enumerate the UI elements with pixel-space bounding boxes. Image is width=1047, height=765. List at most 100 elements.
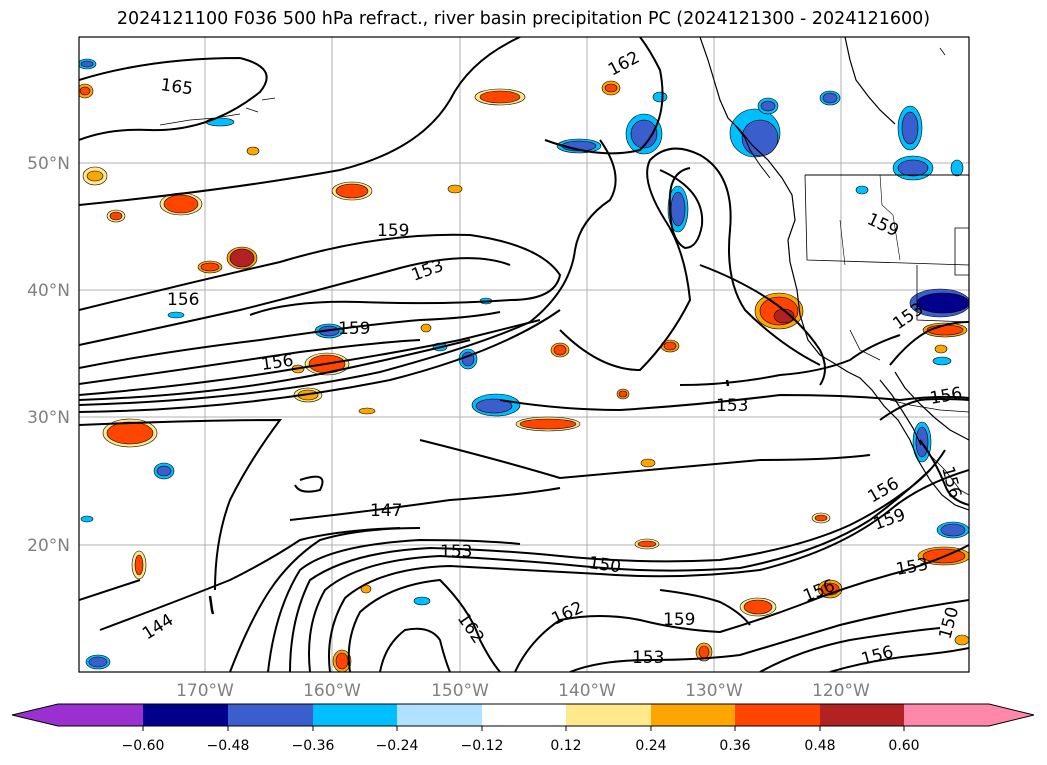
colorbar: −0.60 −0.48 −0.36 −0.24 −0.12 0.12 0.24 …	[11, 703, 1035, 754]
negative-anomaly-blob	[413, 596, 431, 606]
colorbar-segment	[143, 704, 228, 726]
colorbar-tick-label: 0.12	[550, 738, 581, 754]
negative-anomaly-blob	[79, 58, 97, 70]
positive-anomaly-blob	[159, 192, 203, 216]
negative-anomaly-blob	[897, 105, 923, 151]
positive-anomaly-blob	[246, 146, 260, 156]
colorbar-segment	[482, 704, 566, 726]
contour-label: 153	[440, 542, 472, 562]
lat-label: 50°N	[27, 154, 70, 174]
positive-anomaly-blob	[106, 209, 126, 223]
refractivity-contours	[79, 37, 969, 672]
positive-anomaly-blob	[754, 292, 804, 330]
negative-anomaly-blob	[932, 356, 952, 366]
positive-anomaly-blob	[447, 184, 463, 194]
negative-anomaly-blob	[652, 91, 668, 103]
colorbar-segment	[397, 704, 482, 726]
map-frame	[78, 36, 970, 673]
negative-anomaly-blob	[85, 654, 111, 670]
colorbar-tick-label: 0.36	[719, 738, 750, 754]
positive-anomaly-blob	[82, 166, 108, 186]
positive-anomaly-blob	[358, 407, 376, 415]
contour-label: 153	[632, 648, 664, 668]
negative-anomaly-blob	[625, 113, 663, 155]
lon-label: 160°W	[303, 681, 361, 701]
lat-label: 20°N	[27, 536, 70, 556]
colorbar-tick-label: 0.24	[635, 738, 666, 754]
negative-anomaly-blob	[80, 515, 94, 523]
positive-anomaly-blob	[226, 246, 258, 270]
lon-label: 130°W	[685, 681, 743, 701]
positive-anomaly-blob	[616, 388, 630, 400]
colorbar-tick-label: −0.60	[122, 738, 165, 754]
map-title: 2024121100 F036 500 hPa refract., river …	[116, 9, 931, 29]
colorbar-high-extension	[989, 704, 1034, 726]
contour-label: 159	[663, 610, 695, 630]
contour-label: 150	[587, 553, 622, 577]
positive-anomaly-blob	[420, 323, 432, 333]
negative-anomaly-blob	[892, 155, 934, 181]
colorbar-segment	[566, 704, 651, 726]
colorbar-low-extension	[12, 704, 58, 726]
colorbar-segment	[651, 704, 735, 726]
lon-label: 150°W	[431, 681, 489, 701]
colorbar-tick-label: −0.24	[376, 738, 419, 754]
negative-anomaly-blob	[819, 90, 841, 106]
contour-label: 156	[260, 351, 295, 375]
positive-anomaly-blob	[739, 597, 777, 617]
coastlines	[159, 37, 969, 615]
lat-label: 40°N	[27, 281, 70, 301]
positive-anomaly-blob	[817, 579, 843, 599]
positive-anomaly-blob	[131, 550, 147, 580]
positive-anomaly-blob	[332, 649, 352, 672]
negative-anomaly-blob	[936, 521, 969, 539]
map-background	[79, 37, 969, 672]
colorbar-segment	[820, 704, 904, 726]
negative-anomaly-blob	[167, 311, 185, 319]
contour-label: 159	[338, 319, 370, 339]
positive-anomaly-blob	[640, 458, 656, 468]
latitude-labels: 50°N 40°N 30°N 20°N	[27, 154, 70, 556]
colorbar-segment	[58, 704, 143, 726]
positive-anomaly-blob	[79, 83, 94, 99]
positive-anomaly-blob	[474, 88, 526, 106]
positive-anomaly-blob	[695, 642, 713, 662]
lon-label: 140°W	[558, 681, 616, 701]
negative-anomaly-blob	[950, 159, 964, 177]
colorbar-segment	[735, 704, 820, 726]
contour-label: 165	[159, 75, 194, 99]
positive-anomaly-blob	[601, 80, 621, 96]
positive-anomaly-blob	[634, 538, 660, 550]
contour-label: 159	[377, 221, 409, 241]
positive-anomaly-blob	[197, 260, 223, 274]
colorbar-tick-label: −0.12	[461, 738, 504, 754]
colorbar-segment	[228, 704, 313, 726]
longitude-labels: 170°W 160°W 150°W 140°W 130°W 120°W	[176, 681, 870, 701]
contour-label: 153	[716, 396, 748, 416]
colorbar-tick-label: 0.60	[888, 738, 919, 754]
colorbar-segment	[904, 704, 989, 726]
colorbar-tick-label: 0.48	[804, 738, 835, 754]
colorbar-segment	[313, 704, 397, 726]
lon-label: 170°W	[176, 681, 234, 701]
colorbar-tick-label: −0.48	[207, 738, 250, 754]
positive-anomaly-blob	[515, 416, 581, 432]
positive-anomaly-blob	[811, 512, 831, 524]
colorbar-tick-label: −0.36	[292, 738, 335, 754]
contour-label: 156	[167, 290, 199, 310]
positive-anomaly-blob	[954, 634, 969, 646]
positive-anomaly-blob	[934, 344, 948, 354]
negative-anomaly-blob	[729, 108, 781, 158]
positive-anomaly-blob	[102, 418, 158, 448]
negative-anomaly-blob	[757, 97, 779, 115]
positive-anomaly-blob	[660, 339, 680, 353]
negative-anomaly-blob	[471, 393, 521, 417]
lat-label: 30°N	[27, 408, 70, 428]
negative-anomaly-blob	[855, 185, 869, 195]
positive-anomaly-blob	[331, 181, 373, 201]
positive-anomaly-blob	[550, 342, 570, 358]
lon-label: 120°W	[812, 681, 870, 701]
negative-anomaly-blob	[909, 288, 969, 318]
negative-anomaly-blob	[153, 462, 175, 480]
